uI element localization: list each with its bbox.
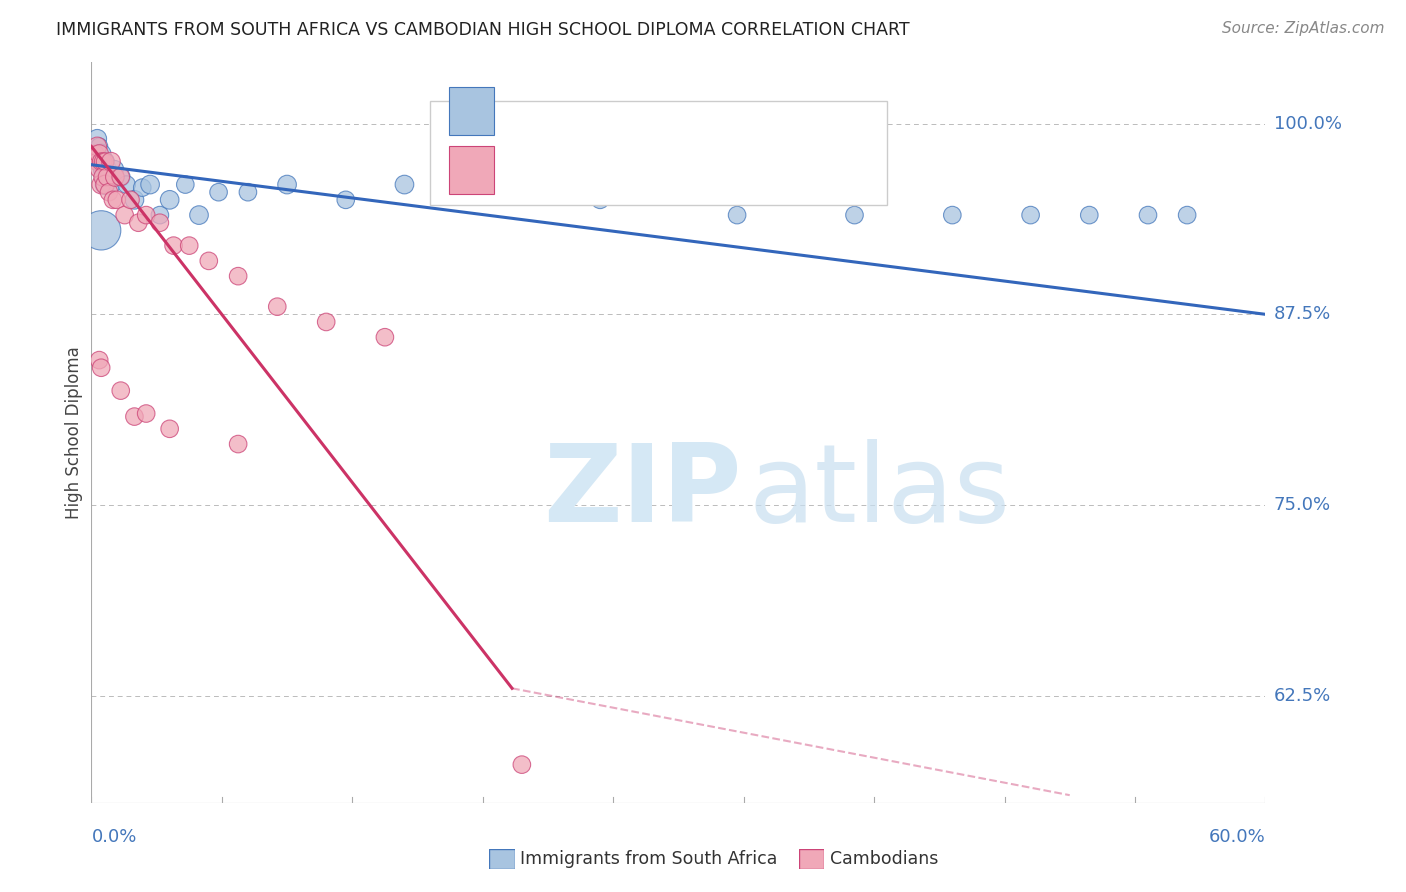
Point <box>98 169 121 184</box>
Point <box>174 178 197 192</box>
Point <box>941 208 963 222</box>
Point <box>98 185 121 199</box>
Point <box>124 409 146 424</box>
Text: 60.0%: 60.0% <box>1209 828 1265 846</box>
Point <box>90 154 112 169</box>
Text: atlas: atlas <box>749 439 1011 545</box>
Point <box>159 193 181 207</box>
Point <box>94 154 117 169</box>
Point <box>101 193 124 207</box>
Point <box>96 162 118 177</box>
Text: ZIP: ZIP <box>543 439 742 545</box>
Point <box>159 422 181 436</box>
Point <box>89 147 111 161</box>
Point <box>114 208 136 222</box>
Text: R = -0.284   N = 36: R = -0.284 N = 36 <box>512 101 696 120</box>
Point <box>236 185 259 199</box>
Point <box>335 193 357 207</box>
Point <box>135 407 157 421</box>
Point <box>266 300 288 314</box>
Point <box>589 193 612 207</box>
Point <box>104 162 127 177</box>
Point <box>89 162 111 177</box>
Point <box>207 185 229 199</box>
Text: 62.5%: 62.5% <box>1274 687 1331 705</box>
Y-axis label: High School Diploma: High School Diploma <box>65 346 83 519</box>
Point <box>276 178 298 192</box>
Point <box>90 223 112 237</box>
Point <box>162 238 184 252</box>
Point <box>90 147 112 161</box>
Point <box>104 169 127 184</box>
Point <box>226 437 249 451</box>
Point <box>149 208 172 222</box>
Point <box>1078 208 1101 222</box>
Point <box>86 139 108 153</box>
Point <box>91 169 114 184</box>
Text: R = -0.672   N = 38: R = -0.672 N = 38 <box>512 161 696 179</box>
Point <box>84 147 107 161</box>
Point <box>100 178 122 192</box>
Point <box>510 757 533 772</box>
Point <box>115 178 138 192</box>
Point <box>226 269 249 284</box>
Point <box>100 154 122 169</box>
Point <box>96 169 118 184</box>
FancyBboxPatch shape <box>429 101 887 205</box>
Point <box>124 193 146 207</box>
Text: 87.5%: 87.5% <box>1274 305 1331 323</box>
Text: Cambodians: Cambodians <box>830 850 938 868</box>
Point <box>90 178 112 192</box>
Point <box>394 178 416 192</box>
Point <box>1136 208 1159 222</box>
Point <box>89 139 111 153</box>
Point <box>94 178 117 192</box>
Point <box>127 216 149 230</box>
Point <box>725 208 748 222</box>
Point <box>197 253 219 268</box>
Text: 100.0%: 100.0% <box>1274 114 1341 133</box>
Point <box>94 178 117 192</box>
Point <box>91 162 114 177</box>
Point <box>90 360 112 375</box>
Point <box>188 208 211 222</box>
Text: 0.0%: 0.0% <box>91 828 136 846</box>
Point <box>120 193 142 207</box>
Point <box>315 315 337 329</box>
Point <box>131 180 153 194</box>
Point <box>110 169 132 184</box>
Text: IMMIGRANTS FROM SOUTH AFRICA VS CAMBODIAN HIGH SCHOOL DIPLOMA CORRELATION CHART: IMMIGRANTS FROM SOUTH AFRICA VS CAMBODIA… <box>56 21 910 38</box>
Text: Source: ZipAtlas.com: Source: ZipAtlas.com <box>1222 21 1385 36</box>
Point <box>471 185 494 199</box>
Point <box>89 353 111 368</box>
Point <box>90 154 112 169</box>
Point <box>1175 208 1198 222</box>
FancyBboxPatch shape <box>450 87 494 135</box>
Point <box>86 154 108 169</box>
Point <box>91 169 114 184</box>
Point <box>86 132 108 146</box>
Point <box>94 154 117 169</box>
Point <box>110 384 132 398</box>
FancyBboxPatch shape <box>450 145 494 194</box>
Point <box>1019 208 1042 222</box>
Point <box>374 330 396 344</box>
Point <box>110 169 132 184</box>
Point <box>149 216 172 230</box>
Point <box>139 178 162 192</box>
Text: Immigrants from South Africa: Immigrants from South Africa <box>520 850 778 868</box>
Point <box>91 154 114 169</box>
Point <box>844 208 866 222</box>
Point <box>105 193 128 207</box>
Point <box>179 238 201 252</box>
Text: 75.0%: 75.0% <box>1274 496 1331 514</box>
Point <box>135 208 157 222</box>
